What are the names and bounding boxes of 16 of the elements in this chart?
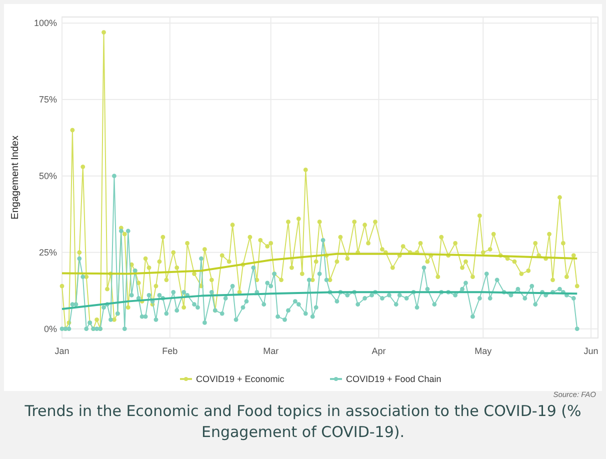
legend-label: COVID19 + Food Chain bbox=[346, 374, 442, 384]
y-tick-label: 100% bbox=[34, 18, 57, 28]
x-tick-label: Mar bbox=[263, 346, 279, 356]
legend-label: COVID19 + Economic bbox=[196, 374, 285, 384]
y-axis-title: Engagement Index bbox=[10, 136, 21, 220]
x-tick-label: Jun bbox=[584, 346, 598, 356]
y-tick-label: 25% bbox=[38, 247, 57, 258]
x-tick-label: Apr bbox=[372, 346, 386, 356]
y-tick-label: 0% bbox=[44, 324, 57, 334]
text: Trends in the Economic and Food topics in association to the COVID-19 (% Engagement of COVID-19). bbox=[24, 401, 582, 443]
x-tick-label: Jan bbox=[54, 346, 70, 356]
x-tick-label: Feb bbox=[162, 346, 178, 356]
y-tick-label: 50% bbox=[38, 170, 57, 181]
line-series bbox=[61, 291, 578, 310]
x-tick-label: May bbox=[474, 346, 492, 356]
y-tick-label: 75% bbox=[38, 94, 57, 105]
